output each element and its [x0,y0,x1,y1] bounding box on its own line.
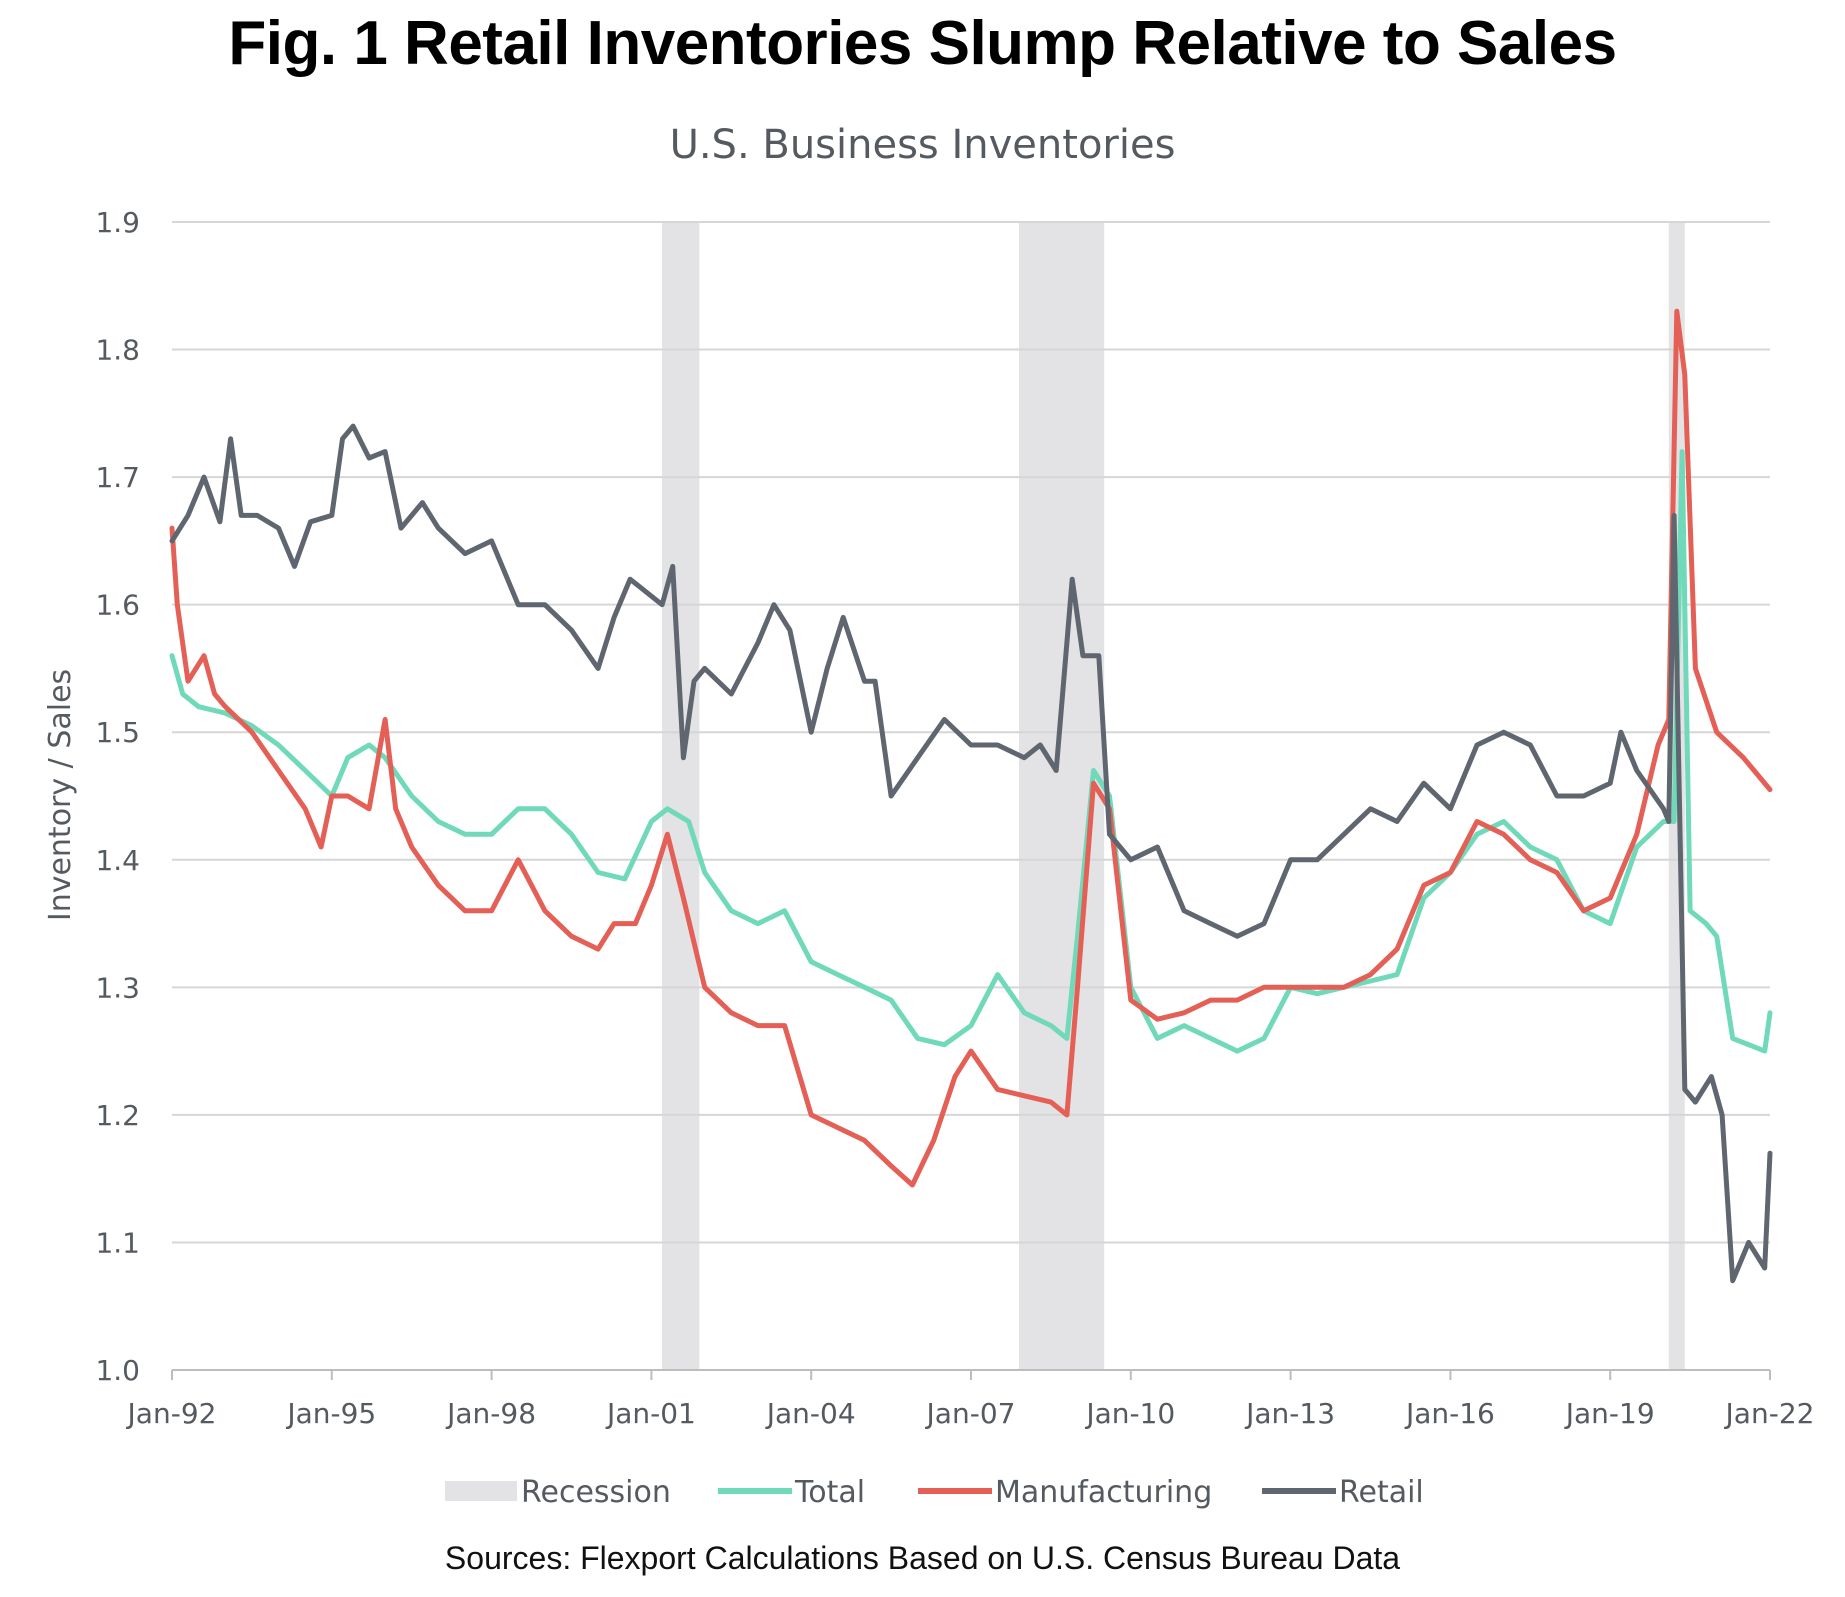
x-tick-label-Jan-04: Jan-04 [765,1397,856,1430]
source-note: Sources: Flexport Calculations Based on … [444,1540,1401,1576]
x-tick-label-Jan-10: Jan-10 [1084,1397,1175,1430]
x-tick-label-Jan-19: Jan-19 [1564,1397,1655,1430]
y-tick-label-1.1: 1.1 [95,1226,140,1259]
legend-swatch-recession [445,1481,517,1501]
x-tick-label-Jan-98: Jan-98 [445,1397,536,1430]
recession-bands [662,222,1685,1370]
x-tick-label-Jan-16: Jan-16 [1404,1397,1495,1430]
recession-band-0 [662,222,700,1370]
y-tick-label-1.9: 1.9 [95,206,140,239]
y-tick-label-1.2: 1.2 [95,1099,140,1132]
y-tick-label-1.8: 1.8 [95,334,140,367]
x-tick-label-Jan-13: Jan-13 [1244,1397,1335,1430]
x-tick-label-Jan-01: Jan-01 [605,1397,696,1430]
y-tick-label-1.6: 1.6 [95,589,140,622]
y-axis-ticks: 1.0 1.1 1.2 1.3 1.4 1.5 1.6 1.7 1.8 1.9 [95,206,140,1387]
legend-label-total: Total [794,1475,865,1510]
x-axis-ticks: Jan-92 Jan-95 Jan-98 Jan-01 Jan-04 Jan-07 Jan-… [126,1370,1815,1430]
y-tick-label-1.0: 1.0 [95,1354,140,1387]
series-line-manufacturing [169,308,1773,1188]
x-tick-label-Jan-07: Jan-07 [925,1397,1016,1430]
y-axis-label: Inventory / Sales [43,669,78,921]
y-tick-label-1.3: 1.3 [95,971,140,1004]
chart-subtitle: U.S. Business Inventories [669,122,1176,168]
legend-label-recession: Recession [521,1475,671,1510]
series-line-retail [169,423,1773,1284]
legend-label-manufacturing: Manufacturing [995,1475,1212,1510]
legend-label-retail: Retail [1339,1475,1424,1510]
y-tick-label-1.5: 1.5 [95,716,140,749]
legend: Recession Total Manufacturing Retail [445,1475,1424,1510]
x-tick-label-Jan-92: Jan-92 [126,1397,217,1430]
y-tick-label-1.4: 1.4 [95,844,140,877]
series-line-total [169,449,1773,1054]
y-tick-label-1.7: 1.7 [95,461,140,494]
x-tick-label-Jan-22: Jan-22 [1724,1397,1815,1430]
chart-title: Fig. 1 Retail Inventories Slump Relative… [228,9,1617,78]
x-tick-label-Jan-95: Jan-95 [285,1397,376,1430]
series-lines [169,308,1773,1284]
